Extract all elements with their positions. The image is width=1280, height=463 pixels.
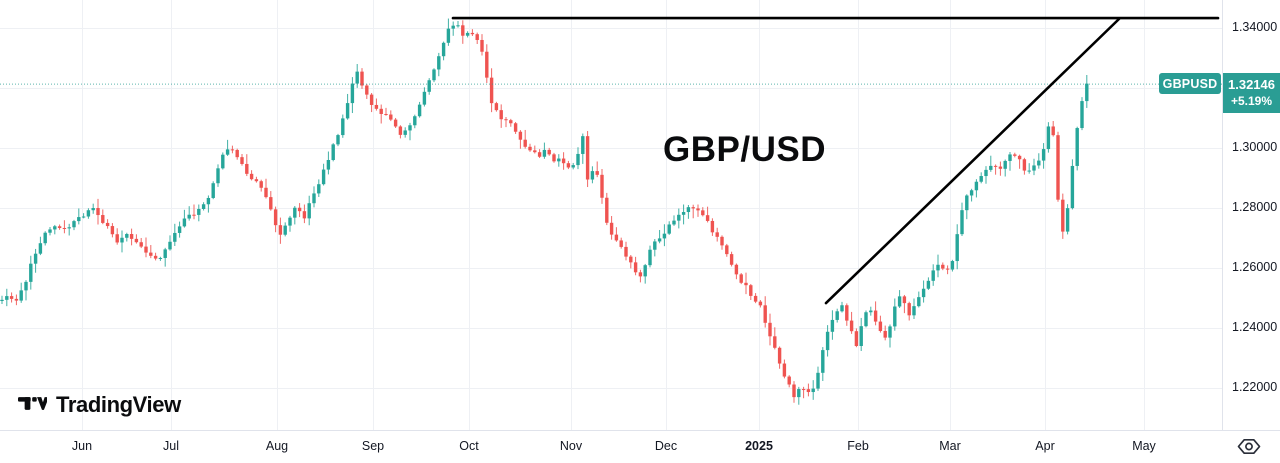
candlestick-chart[interactable] <box>0 0 1222 430</box>
time-tick-label: Sep <box>361 439 385 453</box>
price-tick-label: 1.28000 <box>1232 200 1278 214</box>
gridlines <box>0 0 1222 430</box>
price-tick-label: 1.34000 <box>1232 20 1278 34</box>
price-tick-label: 1.22000 <box>1232 380 1278 394</box>
price-tick-label: 1.26000 <box>1232 260 1278 274</box>
time-tick-label: Apr <box>1035 439 1055 453</box>
trendline-ascending-support[interactable] <box>824 17 1121 305</box>
time-tick-label: May <box>1132 439 1156 453</box>
time-tick-label: Aug <box>265 439 289 453</box>
time-tick-label: Dec <box>654 439 678 453</box>
time-tick-label: Feb <box>847 439 869 453</box>
symbol-text-drawing[interactable]: GBP/USD <box>663 130 826 169</box>
time-tick-label: Oct <box>459 439 479 453</box>
symbol-price-label-text: GBPUSD <box>1162 76 1218 91</box>
time-tick-label: 2025 <box>745 439 773 453</box>
time-axis[interactable]: Jun Jul Aug Sep Oct Nov Dec 2025 Feb Mar Apr May <box>0 430 1280 463</box>
tradingview-logo-text: TradingView <box>56 392 181 417</box>
time-tick-label: Mar <box>939 439 961 453</box>
last-price-change: +5.19% <box>1230 94 1273 108</box>
price-tick-label: 1.24000 <box>1232 320 1278 334</box>
tradingview-logo[interactable]: TradingView <box>18 392 181 418</box>
symbol-price-label: GBPUSD <box>1159 73 1221 94</box>
time-tick-label: Jul <box>163 439 179 453</box>
candles <box>0 18 1089 405</box>
eye-hexagon-icon[interactable] <box>1236 437 1262 456</box>
time-tick-label: Jun <box>71 439 93 453</box>
last-price-badge: 1.32146 +5.19% <box>1223 73 1280 113</box>
tradingview-logo-icon <box>18 397 47 410</box>
price-axis[interactable]: 1.34000 1.30000 1.28000 1.26000 1.24000 1.220… <box>1222 0 1280 430</box>
last-price-value: 1.32146 <box>1228 77 1275 92</box>
time-tick-label: Nov <box>559 439 583 453</box>
price-tick-label: 1.30000 <box>1232 140 1278 154</box>
